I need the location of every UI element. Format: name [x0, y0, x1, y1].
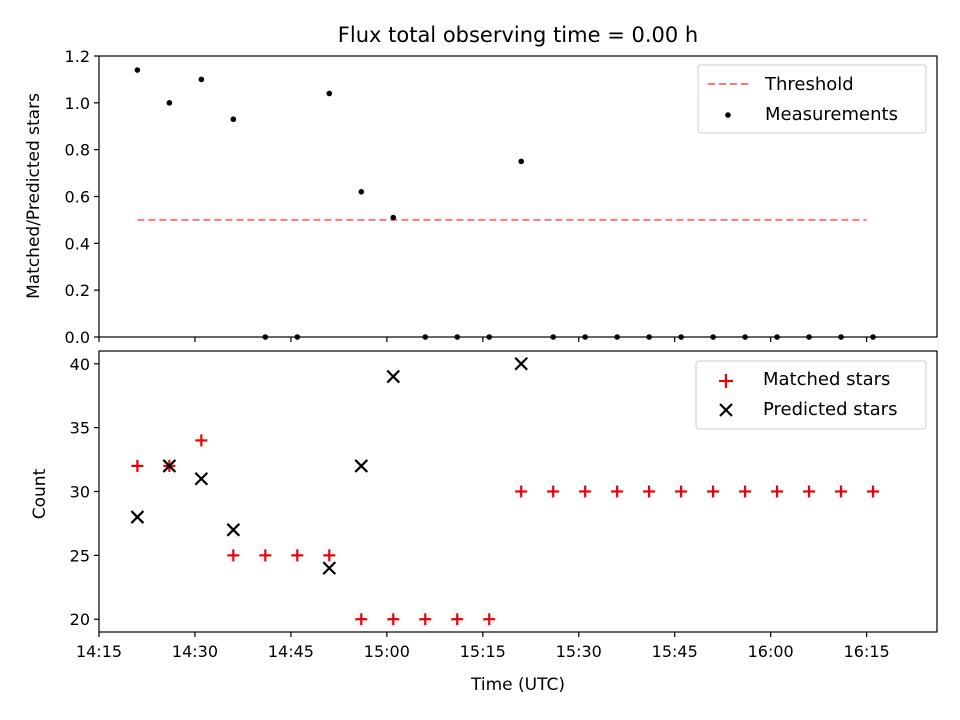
measurement-point: [358, 189, 365, 195]
x-tick-label: 16:15: [844, 642, 890, 661]
matched-star-point: [739, 485, 752, 498]
bottom-y-tick-label: 20: [70, 610, 90, 629]
predicted-star-point: [194, 471, 209, 486]
bottom-y-ticks: 20 25 30 35 40: [70, 355, 99, 629]
matched-star-point: [227, 549, 240, 562]
bottom-y-tick-label: 25: [70, 546, 90, 565]
x-tick-label: 14:45: [268, 642, 314, 661]
predicted-star-point: [226, 523, 241, 537]
x-tick-label: 14:15: [76, 642, 122, 661]
top-y-tick-label: 0.8: [65, 141, 90, 160]
matched-star-point: [515, 485, 528, 498]
matched-star-point: [547, 485, 560, 498]
matched-star-point: [451, 613, 464, 626]
bottom-legend-frame: [695, 360, 927, 430]
top-y-axis-label: Matched/Predicted stars: [24, 93, 44, 299]
bottom-y-axis-label: Count: [30, 468, 50, 519]
x-tick-label: 15:45: [652, 642, 698, 661]
measurement-point: [198, 76, 205, 83]
legend-predicted-swatch: [719, 403, 733, 417]
legend-measurements-swatch: [725, 112, 731, 118]
predicted-star-point: [514, 356, 528, 371]
legend-matched-swatch: [719, 374, 733, 388]
legend-threshold-label: Threshold: [764, 74, 854, 95]
measurement-point: [134, 67, 141, 73]
matched-star-point: [867, 485, 880, 498]
measurement-point: [518, 158, 524, 165]
matched-star-point: [675, 485, 688, 498]
matched-star-point: [131, 459, 144, 472]
x-tick-label: 14:30: [172, 642, 218, 661]
top-x-ticks: [98, 337, 868, 342]
legend-predicted-label: Predicted stars: [763, 399, 897, 420]
bottom-marks: [130, 356, 880, 626]
top-y-tick-label: 0.4: [65, 234, 90, 253]
matched-star-point: [355, 613, 368, 626]
matched-star-point: [291, 549, 304, 562]
measurement-point: [326, 90, 333, 97]
matched-star-point: [835, 485, 848, 498]
top-legend: Threshold Measurements: [697, 64, 927, 134]
bottom-x-ticks: 14:15 14:30 14:45 15:00 15:15 15:30 15:45 16:00…: [76, 632, 890, 661]
matched-star-point: [323, 549, 336, 562]
x-tick-label: 15:00: [364, 642, 410, 661]
matched-star-point: [707, 485, 720, 498]
matched-star-point: [259, 549, 272, 562]
legend-measurements-label: Measurements: [765, 104, 898, 125]
matched-star-point: [771, 485, 784, 498]
chart-title: Flux total observing time = 0.00 h: [338, 23, 698, 47]
matched-star-point: [803, 485, 816, 498]
top-y-tick-label: 1.0: [65, 94, 90, 113]
bottom-y-tick-label: 40: [70, 355, 90, 374]
measurement-point: [166, 100, 173, 106]
x-tick-label: 15:30: [556, 642, 602, 661]
matched-star-point: [387, 613, 400, 626]
matched-star-point: [483, 613, 496, 626]
x-axis-label: Time (UTC): [470, 675, 565, 695]
measurement-point: [390, 214, 397, 221]
legend-matched-label: Matched stars: [763, 369, 890, 390]
measurement-point: [230, 116, 237, 123]
matched-star-point: [419, 613, 432, 626]
top-y-tick-label: 0.2: [65, 281, 90, 300]
matched-star-point: [611, 485, 624, 498]
predicted-star-point: [130, 510, 145, 524]
predicted-star-point: [354, 459, 369, 473]
predicted-star-point: [322, 561, 337, 575]
bottom-y-tick-label: 35: [70, 419, 90, 438]
matched-star-point: [643, 485, 656, 498]
predicted-star-point: [162, 459, 177, 473]
bottom-panel: 20 25 30 35 40 14:15 14:30 14:45 15:00 15:15 15:3…: [30, 350, 938, 695]
x-tick-label: 15:15: [460, 642, 506, 661]
top-y-tick-label: 0.0: [65, 328, 90, 347]
bottom-y-tick-label: 30: [70, 483, 90, 502]
x-tick-label: 16:00: [748, 642, 794, 661]
predicted-star-point: [386, 369, 401, 384]
top-y-tick-label: 1.2: [65, 47, 90, 66]
matched-star-point: [579, 485, 592, 498]
top-y-ticks: 0.0 0.2 0.4 0.6 0.8 1.0 1.2: [65, 47, 99, 347]
matched-star-point: [195, 434, 208, 447]
top-panel: Flux total observing time = 0.00 h 0.00.…: [24, 23, 938, 347]
bottom-legend: Matched stars Predicted stars: [695, 360, 927, 430]
top-y-tick-label: 0.6: [65, 188, 90, 207]
top-legend-frame: [697, 64, 927, 134]
